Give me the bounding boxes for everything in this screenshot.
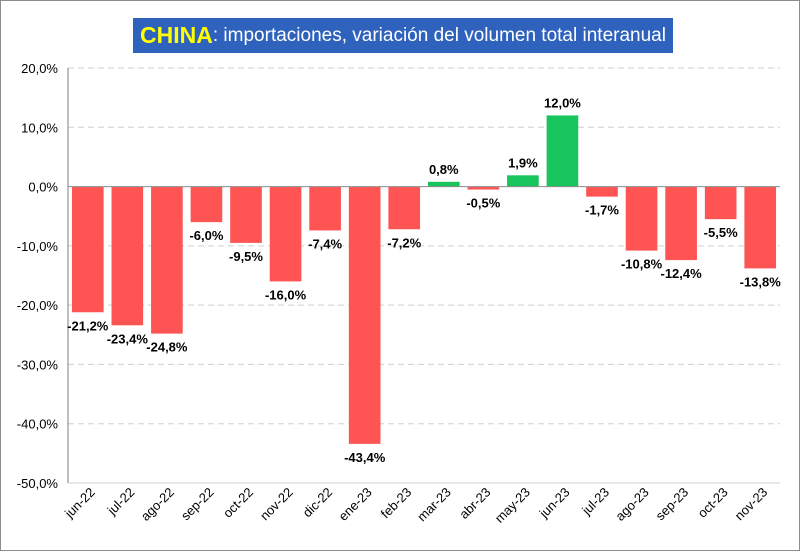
y-tick-label: 20,0% xyxy=(21,61,58,76)
bar-jul-23 xyxy=(586,186,618,197)
data-label-feb-23: -7,2% xyxy=(387,235,421,250)
bar-nov-23 xyxy=(744,186,777,269)
x-tick-label-sep-23: sep-23 xyxy=(653,485,692,524)
bar-oct-22 xyxy=(230,186,262,243)
data-label-jul-23: -1,7% xyxy=(585,203,619,218)
data-label-jun-23: 12,0% xyxy=(544,95,581,110)
chart-title-subtitle: : importaciones, variación del volumen t… xyxy=(212,24,666,46)
bar-jun-22 xyxy=(71,186,104,313)
chart-title: CHINA: importaciones, variación del volu… xyxy=(133,18,673,53)
data-label-nov-22: -16,0% xyxy=(265,287,307,302)
bar-may-23 xyxy=(507,175,539,187)
bar-abr-23 xyxy=(467,186,500,190)
bar-sep-23 xyxy=(665,186,697,261)
bar-nov-22 xyxy=(269,186,302,282)
x-tick-label-feb-23: feb-23 xyxy=(378,485,415,522)
x-tick-label-oct-22: oct-22 xyxy=(220,485,256,521)
x-tick-label-oct-23: oct-23 xyxy=(695,485,731,521)
bar-jun-23 xyxy=(546,115,579,187)
data-label-ene-23: -43,4% xyxy=(344,450,386,465)
bar-ene-23 xyxy=(348,186,381,444)
y-tick-label: -30,0% xyxy=(17,357,59,372)
data-labels: -21,2%-23,4%-24,8% -6,0% -9,5% -16,0% -7,4% -… xyxy=(67,95,781,464)
data-label-nov-23: -13,8% xyxy=(740,274,782,289)
x-tick-label-mar-23: mar-23 xyxy=(414,485,454,525)
data-label-sep-22: -6,0% xyxy=(189,228,223,243)
data-label-ago-22: -24,8% xyxy=(146,340,188,355)
data-label-oct-23: -5,5% xyxy=(704,225,738,240)
data-label-sep-23: -12,4% xyxy=(661,266,703,281)
data-label-may-23: 1,9% xyxy=(508,155,538,170)
data-label-jul-22: -23,4% xyxy=(107,331,149,346)
data-label-oct-22: -9,5% xyxy=(229,249,263,264)
y-tick-label: -10,0% xyxy=(17,239,59,254)
x-tick-label-nov-23: nov-23 xyxy=(732,485,771,524)
x-tick-label-sep-22: sep-22 xyxy=(178,485,217,524)
data-label-mar-23: 0,8% xyxy=(429,162,459,177)
bar-ago-22 xyxy=(151,186,183,334)
y-tick-label: 10,0% xyxy=(21,120,58,135)
bar-jul-22 xyxy=(111,186,144,326)
bar-mar-23 xyxy=(427,181,460,187)
y-tick-label: -20,0% xyxy=(17,298,59,313)
y-tick-label: -40,0% xyxy=(17,417,59,432)
bar-ago-23 xyxy=(625,186,658,251)
y-tick-label: -50,0% xyxy=(17,476,59,491)
x-tick-label-jul-23: jul-23 xyxy=(578,485,612,519)
chart-title-country: CHINA xyxy=(140,22,213,48)
data-label-jun-22: -21,2% xyxy=(67,318,109,333)
bar-dic-22 xyxy=(309,186,341,231)
x-tick-label-dic-22: dic-22 xyxy=(300,485,336,521)
x-tick-label-ago-23: ago-23 xyxy=(612,485,651,524)
x-tick-label-ago-22: ago-22 xyxy=(138,485,177,524)
y-tick-label: 0,0% xyxy=(28,180,58,195)
x-tick-label-jul-22: jul-22 xyxy=(104,485,138,519)
data-label-dic-22: -7,4% xyxy=(308,236,342,251)
x-tick-label-ene-23: ene-23 xyxy=(336,485,375,524)
data-label-abr-23: -0,5% xyxy=(466,196,500,211)
x-tick-label-jun-22: jun-22 xyxy=(61,485,98,522)
bar-oct-23 xyxy=(704,186,737,220)
x-tick-label-may-23: may-23 xyxy=(492,485,533,526)
bar-sep-22 xyxy=(190,186,223,223)
bars xyxy=(71,115,777,444)
x-tick-label-nov-22: nov-22 xyxy=(257,485,296,524)
data-label-ago-23: -10,8% xyxy=(621,257,663,272)
x-tick-label-abr-23: abr-23 xyxy=(456,485,493,522)
x-tick-label-jun-23: jun-23 xyxy=(536,485,573,522)
y-axis: 20,0% 10,0% 0,0% -10,0% -20,0% -30,0% -40,0% -5… xyxy=(17,61,780,491)
bar-feb-23 xyxy=(388,186,421,230)
